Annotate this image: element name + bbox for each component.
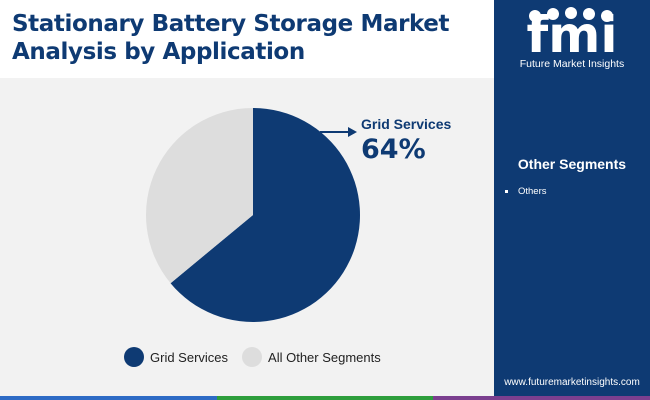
page-title: Stationary Battery Storage Market Analys… (12, 11, 450, 65)
pie-slice-grid-services (170, 108, 360, 322)
bottom-bar-blue (0, 396, 217, 400)
other-segments-title: Other Segments (517, 156, 627, 172)
callout-arrow (320, 127, 357, 137)
legend-swatch-other-segments (242, 347, 263, 367)
pie-slice-all-other-segments (145, 108, 253, 284)
bottom-color-bar (0, 396, 650, 400)
list-item: Others (504, 186, 547, 197)
bullet-icon (505, 190, 508, 193)
bottom-bar-green (216, 396, 434, 400)
legend-item-other-segments: All Other Segments (242, 347, 381, 367)
bottom-bar-purple (433, 396, 650, 400)
legend-item-grid-services: Grid Services (124, 347, 228, 367)
other-segments-list: Others (504, 186, 547, 197)
right-panel: fmi Future Market Insights Other Segment… (494, 0, 650, 396)
brand-name: Future Market Insights (519, 58, 625, 70)
website-url: www.futuremarketinsights.com (504, 377, 640, 388)
legend-label: All Other Segments (268, 349, 381, 365)
legend: Grid Services All Other Segments (124, 346, 395, 368)
legend-label: Grid Services (150, 349, 229, 365)
fmi-logo: fmi (527, 6, 618, 64)
legend-swatch-grid-services (124, 347, 144, 367)
header: Stationary Battery Storage Market Analys… (0, 0, 494, 78)
callout-value: 64% (361, 134, 426, 165)
list-item-label: Others (518, 186, 547, 197)
callout-label: Grid Services (361, 116, 452, 132)
